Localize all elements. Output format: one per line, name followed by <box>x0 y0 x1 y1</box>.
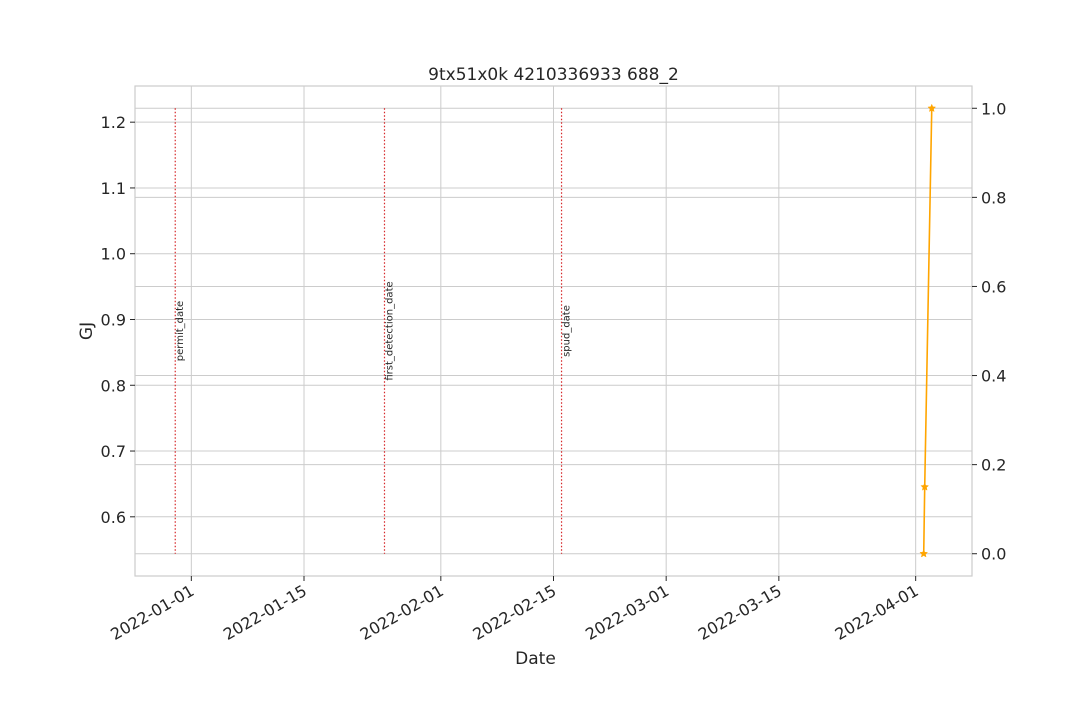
y-tick-label-right: 0.0 <box>981 545 1006 564</box>
y-tick-label-right: 0.6 <box>981 277 1006 296</box>
y-tick-label-right: 1.0 <box>981 99 1006 118</box>
series-point-0 <box>919 549 929 558</box>
x-axis-title: Date <box>515 649 556 669</box>
y-tick-label-right: 0.8 <box>981 188 1006 207</box>
y-axis-title-left: GJ <box>77 322 97 340</box>
y-tick-label-left: 0.8 <box>101 376 126 395</box>
series-point-0 <box>920 482 930 491</box>
x-tick-label: 2022-01-01 <box>107 581 197 644</box>
y-tick-label-left: 0.9 <box>101 310 126 329</box>
y-tick-label-left: 1.1 <box>101 179 126 198</box>
x-tick-label: 2022-02-15 <box>469 581 559 644</box>
event-lines: permit_date first_detection_date spud_date <box>174 108 573 554</box>
y-tick-label-left: 0.7 <box>101 442 126 461</box>
event-label-first-detection-date: first_detection_date <box>384 281 395 380</box>
grid-layer <box>135 86 972 576</box>
y-tick-label-left: 1.0 <box>101 245 126 264</box>
x-tick-label: 2022-01-15 <box>220 581 310 644</box>
event-label-permit-date: permit_date <box>175 301 186 361</box>
y-tick-label-right: 0.4 <box>981 367 1006 386</box>
y-tick-label-left: 0.6 <box>101 508 126 527</box>
chart-title: 9tx51x0k 4210336933 688_2 <box>428 65 679 85</box>
x-tick-label: 2022-02-01 <box>357 581 447 644</box>
x-tick-label: 2022-04-01 <box>832 581 922 644</box>
y-tick-label-right: 0.2 <box>981 456 1006 475</box>
event-label-spud-date: spud_date <box>562 305 573 357</box>
series-point-0 <box>927 103 937 113</box>
x-tick-label: 2022-03-01 <box>582 581 672 644</box>
y-tick-label-left: 1.2 <box>101 113 126 132</box>
x-tick-label: 2022-03-15 <box>695 581 785 644</box>
series-layer <box>919 103 937 558</box>
